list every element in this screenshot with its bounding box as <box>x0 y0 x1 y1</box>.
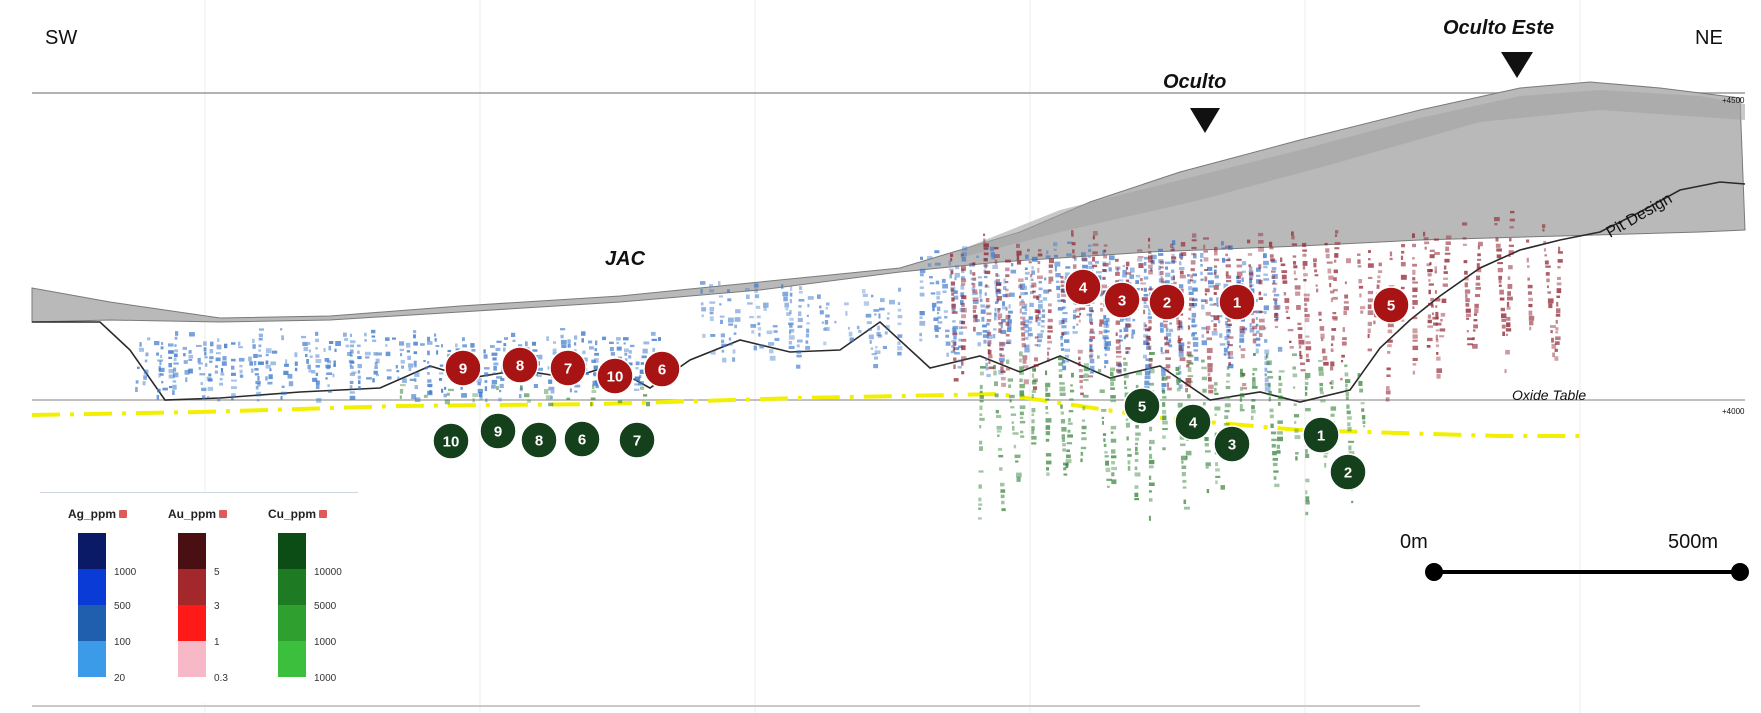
elevation-4000-label: +4000 <box>1722 407 1745 416</box>
green-target-marker-label: 3 <box>1228 437 1236 454</box>
legend-ag: Ag_ppm 1000 500 100 20 <box>68 507 136 684</box>
legend-au-title: Au_ppm <box>168 507 216 521</box>
legend-cu-tick: 5000 <box>314 601 337 612</box>
jac-label: JAC <box>605 248 646 270</box>
topography-surface <box>31 81 1746 323</box>
scale-end-label: 500m <box>1668 531 1718 553</box>
green-target-marker-circle <box>520 421 558 459</box>
green-target-marker-circle <box>1302 416 1340 454</box>
copper-drillhole-intercepts <box>399 351 1366 521</box>
oculto-este-label: Oculto Este <box>1443 17 1554 39</box>
legend-cu-tick: 10000 <box>314 567 342 578</box>
green-target-marker-label: 2 <box>1344 465 1352 482</box>
legend-ag-swatch-2 <box>78 569 106 605</box>
red-target-marker-label: 6 <box>658 362 666 379</box>
oxide-table-label: Oxide Table <box>1512 387 1586 403</box>
legend-au-tick: 5 <box>214 567 220 578</box>
legend-au-tick: 1 <box>214 637 220 648</box>
legend-au-swatch-3 <box>178 605 206 641</box>
red-target-marker-label: 1 <box>1233 295 1241 312</box>
legend-cu-title: Cu_ppm <box>268 507 316 521</box>
red-target-marker-label: 2 <box>1163 295 1171 312</box>
green-target-marker-circle <box>1213 425 1251 463</box>
red-target-marker-circle <box>596 357 634 395</box>
elevation-4500-label: +4500 <box>1722 96 1745 105</box>
ne-label: NE <box>1695 27 1723 49</box>
green-target-marker-circle <box>1329 453 1367 491</box>
red-target-marker-circle <box>643 350 681 388</box>
green-target-marker-label: 8 <box>535 433 543 450</box>
red-target-markers: 9 8 7 10 6 4 3 2 1 5 <box>444 268 1410 395</box>
legend-au-swatch-1 <box>178 533 206 569</box>
red-target-marker-label: 5 <box>1387 298 1395 315</box>
green-target-markers: 10 9 8 6 7 5 4 3 1 2 <box>432 387 1367 491</box>
oculto-peak-triangle-icon <box>1190 108 1220 133</box>
legend-ag-tick: 100 <box>114 637 131 648</box>
remove-icon <box>119 510 127 518</box>
scale-bar-start-dot <box>1425 563 1443 581</box>
green-target-marker-circle <box>1174 403 1212 441</box>
remove-icon <box>319 510 327 518</box>
red-target-marker-label: 7 <box>564 361 572 378</box>
legend-cu-tick: 1000 <box>314 637 337 648</box>
pit-design-line <box>32 181 1746 403</box>
red-target-marker-label: 10 <box>607 369 624 386</box>
legend-cu-swatch-2 <box>278 569 306 605</box>
oculto-este-peak-triangle-icon <box>1501 52 1533 78</box>
legend-au-tick: 0.3 <box>214 673 228 684</box>
legend-cu-swatch-4 <box>278 641 306 677</box>
scale-bar-end-dot <box>1731 563 1749 581</box>
red-target-marker-label: 4 <box>1079 280 1088 297</box>
red-target-marker-circle <box>501 346 539 384</box>
green-target-marker-label: 4 <box>1189 415 1198 432</box>
red-target-marker-label: 9 <box>459 361 467 378</box>
legend-cu-swatch-3 <box>278 605 306 641</box>
legend-au-swatch-2 <box>178 569 206 605</box>
red-target-marker-circle <box>1372 286 1410 324</box>
legend-ag-title: Ag_ppm <box>68 507 116 521</box>
green-target-marker-circle <box>479 412 517 450</box>
legend-au: Au_ppm 5 3 1 0.3 <box>168 507 228 684</box>
red-target-marker-circle <box>444 349 482 387</box>
legend-cu-tick: 1000 <box>314 673 337 684</box>
legend-ag-swatch-3 <box>78 605 106 641</box>
green-target-marker-label: 1 <box>1317 428 1325 445</box>
remove-icon <box>219 510 227 518</box>
legend-ag-swatch-4 <box>78 641 106 677</box>
green-target-marker-circle <box>563 420 601 458</box>
gold-drillhole-intercepts <box>950 210 1563 402</box>
oxide-table-line <box>31 391 1580 438</box>
legend-cu: Cu_ppm 10000 5000 1000 1000 <box>268 507 342 684</box>
legend-au-tick: 3 <box>214 601 220 612</box>
legend-au-swatch-4 <box>178 641 206 677</box>
legend-ag-tick: 20 <box>114 673 126 684</box>
red-target-marker-circle <box>1064 268 1102 306</box>
sw-label: SW <box>45 27 77 49</box>
green-target-marker-circle <box>432 422 470 460</box>
green-target-marker-label: 5 <box>1138 399 1146 416</box>
legend-ag-tick: 500 <box>114 601 131 612</box>
grade-legend: Ag_ppm 1000 500 100 20 Au_ppm 5 3 1 0.3 <box>40 492 358 703</box>
red-target-marker-circle <box>1218 283 1256 321</box>
green-target-marker-label: 10 <box>443 434 460 451</box>
red-target-marker-circle <box>1148 283 1186 321</box>
red-target-marker-circle <box>1103 281 1141 319</box>
legend-ag-swatch-1 <box>78 533 106 569</box>
legend-cu-swatch-1 <box>278 533 306 569</box>
green-target-marker-label: 6 <box>578 432 586 449</box>
green-target-marker-circle <box>618 421 656 459</box>
green-target-marker-circle <box>1123 387 1161 425</box>
scale-start-label: 0m <box>1400 531 1428 553</box>
red-target-marker-label: 3 <box>1118 293 1126 310</box>
red-target-marker-label: 8 <box>516 358 524 375</box>
oculto-label: Oculto <box>1163 71 1226 93</box>
red-target-marker-circle <box>549 349 587 387</box>
green-target-marker-label: 9 <box>494 424 502 441</box>
topography-highlight <box>960 90 1745 258</box>
green-target-marker-label: 7 <box>633 433 641 450</box>
legend-ag-tick: 1000 <box>114 567 137 578</box>
